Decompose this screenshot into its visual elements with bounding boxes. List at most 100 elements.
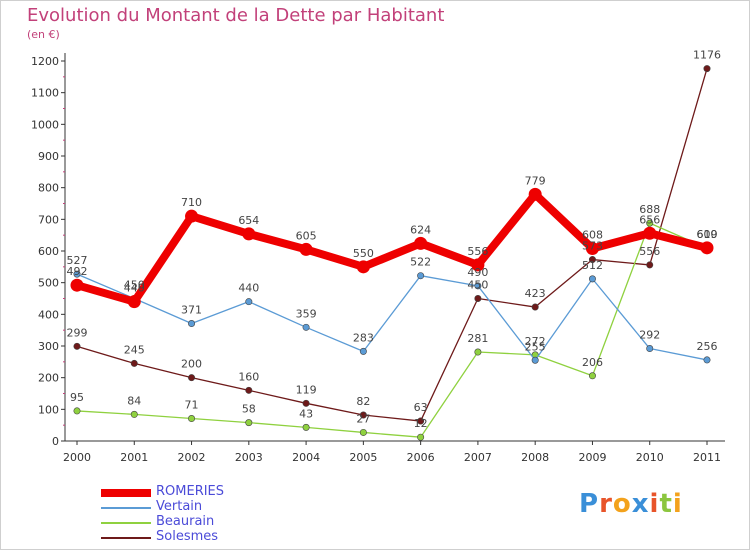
data-point: [417, 272, 425, 280]
y-tick-label: 300: [38, 340, 59, 353]
data-label: 522: [410, 256, 431, 269]
data-label: 610: [697, 228, 718, 241]
x-tick-label: 2004: [292, 451, 320, 464]
data-label: 573: [582, 240, 603, 253]
chart-legend: ROMERIES Vertain Beaurain Solesmes: [101, 484, 301, 545]
data-point: [417, 417, 425, 425]
x-tick-label: 2005: [349, 451, 377, 464]
data-label: 256: [697, 340, 718, 353]
logo-letter: r: [599, 489, 613, 519]
data-label: 490: [467, 266, 488, 279]
legend-item-solesmes: Solesmes: [101, 529, 301, 545]
data-point: [643, 226, 657, 240]
y-tick-label: 700: [38, 213, 59, 226]
y-tick-label: 100: [38, 403, 59, 416]
chart-subtitle: (en €): [27, 28, 60, 41]
data-point: [245, 298, 253, 306]
series-romeries: [70, 187, 714, 309]
legend-label: ROMERIES: [156, 484, 225, 499]
data-label: 550: [353, 247, 374, 260]
logo-letter: t: [659, 489, 673, 519]
data-label: 1176: [693, 49, 721, 62]
data-point: [359, 428, 367, 436]
logo-letter: i: [672, 489, 683, 519]
legend-item-vertain: Vertain: [101, 499, 301, 515]
data-point: [242, 227, 256, 241]
line-chart: 0 100 200 300 400 500 600 700 800 900 1000 1100 1200…: [31, 49, 725, 464]
data-point: [585, 241, 599, 255]
data-label: 58: [242, 403, 256, 416]
data-label: 371: [181, 304, 202, 317]
y-tick-label: 0: [52, 435, 59, 448]
x-tick-label: 2011: [693, 451, 721, 464]
legend-item-romeries: ROMERIES: [101, 484, 301, 500]
y-tick-label: 500: [38, 277, 59, 290]
legend-swatch: [101, 522, 151, 524]
data-label: 245: [124, 343, 145, 356]
data-label: 440: [238, 282, 259, 295]
legend-item-beaurain: Beaurain: [101, 514, 301, 530]
y-tick-label: 1100: [31, 87, 59, 100]
data-label: 272: [525, 335, 546, 348]
data-label: 710: [181, 196, 202, 209]
data-point: [588, 372, 596, 380]
data-point: [471, 258, 485, 272]
data-point: [185, 209, 199, 223]
data-point: [359, 411, 367, 419]
series-solesmes: [73, 65, 711, 425]
data-point: [130, 359, 138, 367]
y-tick-label: 900: [38, 150, 59, 163]
data-point: [531, 356, 539, 364]
legend-swatch: [101, 507, 151, 509]
data-point: [188, 320, 196, 328]
legend-swatch: [101, 537, 151, 539]
data-label: 206: [582, 356, 603, 369]
data-label: 624: [410, 223, 431, 236]
y-tick-label: 200: [38, 372, 59, 385]
data-point: [245, 386, 253, 394]
series-line: [76, 67, 708, 422]
x-tick-label: 2002: [178, 451, 206, 464]
data-point: [474, 282, 482, 290]
x-tick-label: 2000: [63, 451, 91, 464]
data-point: [588, 256, 596, 264]
data-label: 281: [467, 332, 488, 345]
data-point: [646, 219, 654, 227]
data-label: 63: [414, 401, 428, 414]
data-point: [703, 65, 711, 73]
x-tick-label: 2001: [120, 451, 148, 464]
data-point: [700, 241, 714, 255]
x-tick-label: 2003: [235, 451, 263, 464]
data-point: [302, 399, 310, 407]
data-point: [531, 303, 539, 311]
data-point: [474, 294, 482, 302]
data-point: [703, 356, 711, 364]
y-tick-label: 1000: [31, 118, 59, 131]
data-point: [356, 260, 370, 274]
logo-letter: o: [612, 489, 632, 519]
data-label: 43: [299, 407, 313, 420]
data-point: [73, 407, 81, 415]
legend-label: Vertain: [156, 499, 203, 514]
data-point: [528, 187, 542, 201]
x-tick-label: 2010: [636, 451, 664, 464]
data-label: 299: [67, 326, 88, 339]
data-label: 492: [67, 265, 88, 278]
data-label: 527: [67, 254, 88, 267]
data-label: 654: [238, 214, 259, 227]
y-tick-label: 800: [38, 182, 59, 195]
data-point: [417, 433, 425, 441]
x-tick-label: 2006: [407, 451, 435, 464]
data-point: [302, 323, 310, 331]
data-label: 688: [639, 203, 660, 216]
data-point: [588, 275, 596, 283]
data-point: [188, 374, 196, 382]
series-line: [73, 190, 711, 306]
x-tick-label: 2009: [578, 451, 606, 464]
x-tick-label: 2008: [521, 451, 549, 464]
data-label: 512: [582, 259, 603, 272]
data-label: 84: [127, 394, 141, 407]
data-label: 255: [525, 340, 546, 353]
data-point: [127, 295, 141, 309]
